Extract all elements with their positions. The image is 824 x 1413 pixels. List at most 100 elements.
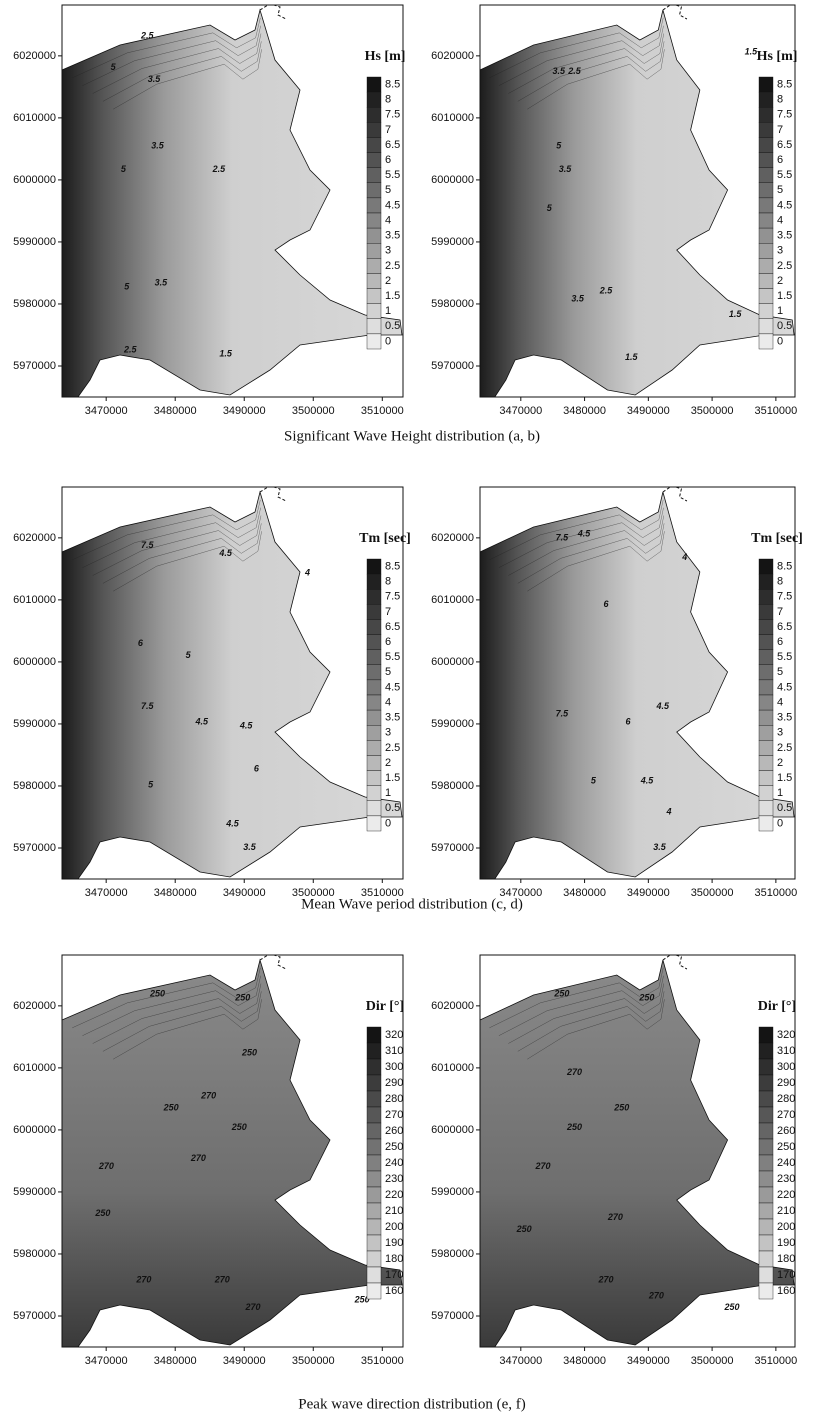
- colorbar-label: 7: [777, 606, 783, 618]
- colorbar-segment: [759, 1059, 773, 1075]
- colorbar-segment: [367, 92, 381, 107]
- contour-label: 4.5: [239, 720, 254, 730]
- colorbar-label: 2: [777, 275, 783, 287]
- y-tick-label: 6000000: [431, 1124, 474, 1136]
- x-tick-label: 3490000: [223, 405, 266, 417]
- x-tick-label: 3470000: [85, 887, 128, 899]
- colorbar-label: 8: [385, 94, 391, 106]
- colorbar-segment: [367, 650, 381, 665]
- colorbar-label: 280: [777, 1093, 795, 1105]
- colorbar-label: 7.5: [385, 109, 400, 121]
- colorbar-segment: [759, 1171, 773, 1187]
- contour-label: 250: [553, 989, 569, 999]
- x-tick-label: 3510000: [754, 1355, 797, 1367]
- colorbar-label: 2.5: [385, 742, 400, 754]
- y-tick-label: 6000000: [431, 174, 474, 186]
- colorbar-label: 0: [777, 817, 783, 829]
- y-tick-label: 5990000: [431, 236, 474, 248]
- coastline-dashed: [663, 5, 687, 19]
- colorbar-segment: [367, 786, 381, 801]
- contour-label: 270: [566, 1067, 582, 1077]
- y-tick-label: 5980000: [13, 780, 56, 792]
- x-tick-label: 3510000: [754, 887, 797, 899]
- coastline-dashed: [260, 955, 286, 969]
- contour-label: 2.5: [599, 286, 614, 296]
- colorbar-label: 4.5: [385, 681, 400, 693]
- colorbar-segment: [759, 77, 773, 92]
- contour-label: 270: [648, 1290, 664, 1300]
- colorbar-label: 240: [777, 1157, 795, 1169]
- coastline-dashed: [663, 955, 687, 969]
- colorbar-segment: [759, 604, 773, 619]
- contour-label: 250: [94, 1208, 110, 1218]
- colorbar-segment: [759, 771, 773, 786]
- colorbar-segment: [759, 1283, 773, 1299]
- x-tick-label: 3500000: [292, 405, 335, 417]
- colorbar-title: Tm [sec]: [359, 531, 411, 546]
- contour-label: 4.5: [218, 548, 233, 558]
- y-tick-label: 5970000: [13, 842, 56, 854]
- colorbar-segment: [367, 816, 381, 831]
- colorbar-label: 6: [385, 636, 391, 648]
- y-tick-label: 6010000: [431, 1062, 474, 1074]
- colorbar-label: 1: [777, 787, 783, 799]
- colorbar-segment: [367, 680, 381, 695]
- colorbar-label: 0.5: [777, 320, 792, 332]
- y-tick-label: 6010000: [13, 1062, 56, 1074]
- colorbar-label: 6: [385, 154, 391, 166]
- y-tick-label: 5980000: [431, 298, 474, 310]
- colorbar-segment: [367, 1027, 381, 1043]
- colorbar-segment: [367, 665, 381, 680]
- x-tick-label: 3500000: [691, 887, 734, 899]
- colorbar-label: 8: [385, 576, 391, 588]
- colorbar-label: 220: [777, 1189, 795, 1201]
- colorbar-title: Dir [°]: [366, 999, 404, 1014]
- map-panel: 3470000348000034900003500000351000059700…: [431, 955, 797, 1367]
- colorbar-segment: [367, 604, 381, 619]
- colorbar-label: 4.5: [385, 199, 400, 211]
- x-tick-label: 3470000: [85, 1355, 128, 1367]
- contour-label: 2.5: [212, 164, 227, 174]
- colorbar-label: 3.5: [777, 712, 792, 724]
- colorbar-segment: [367, 137, 381, 152]
- colorbar-segment: [367, 1139, 381, 1155]
- map-panel: 3470000348000034900003500000351000059700…: [13, 487, 411, 899]
- colorbar-label: 3.5: [385, 712, 400, 724]
- y-tick-label: 5970000: [431, 1310, 474, 1322]
- page: 3470000348000034900003500000351000059700…: [0, 0, 824, 1413]
- colorbar-label: 4: [385, 214, 391, 226]
- contour-label: 270: [214, 1275, 230, 1285]
- colorbar-label: 3: [385, 245, 391, 257]
- colorbar-label: 6.5: [385, 139, 400, 151]
- contour-label: 250: [516, 1224, 532, 1234]
- colorbar-segment: [367, 213, 381, 228]
- colorbar-label: 0.5: [777, 802, 792, 814]
- colorbar-label: 1.5: [385, 290, 400, 302]
- contour-label: 250: [613, 1102, 629, 1112]
- colorbar-label: 230: [777, 1173, 795, 1185]
- colorbar-segment: [367, 289, 381, 304]
- colorbar-segment: [759, 198, 773, 213]
- contour-label: 4: [304, 568, 310, 578]
- colorbar-label: 6: [777, 636, 783, 648]
- y-tick-label: 5970000: [13, 360, 56, 372]
- colorbar-label: 270: [385, 1109, 403, 1121]
- colorbar-segment: [367, 619, 381, 634]
- x-tick-label: 3470000: [499, 1355, 542, 1367]
- colorbar-segment: [367, 243, 381, 258]
- colorbar-segment: [367, 304, 381, 319]
- colorbar-title: Hs [m]: [757, 49, 798, 64]
- domain-area: [480, 10, 794, 397]
- colorbar-segment: [367, 1235, 381, 1251]
- contour-label: 270: [534, 1161, 550, 1171]
- colorbar-segment: [759, 92, 773, 107]
- contour-label: 250: [638, 992, 654, 1002]
- colorbar-segment: [759, 1043, 773, 1059]
- colorbar-label: 5.5: [777, 169, 792, 181]
- contour-label: 4.5: [577, 528, 592, 538]
- colorbar-segment: [759, 619, 773, 634]
- colorbar-label: 0: [777, 335, 783, 347]
- y-tick-label: 5970000: [431, 360, 474, 372]
- y-tick-label: 6020000: [13, 1000, 56, 1012]
- panel-caption: Significant Wave Height distribution (a,…: [284, 428, 540, 444]
